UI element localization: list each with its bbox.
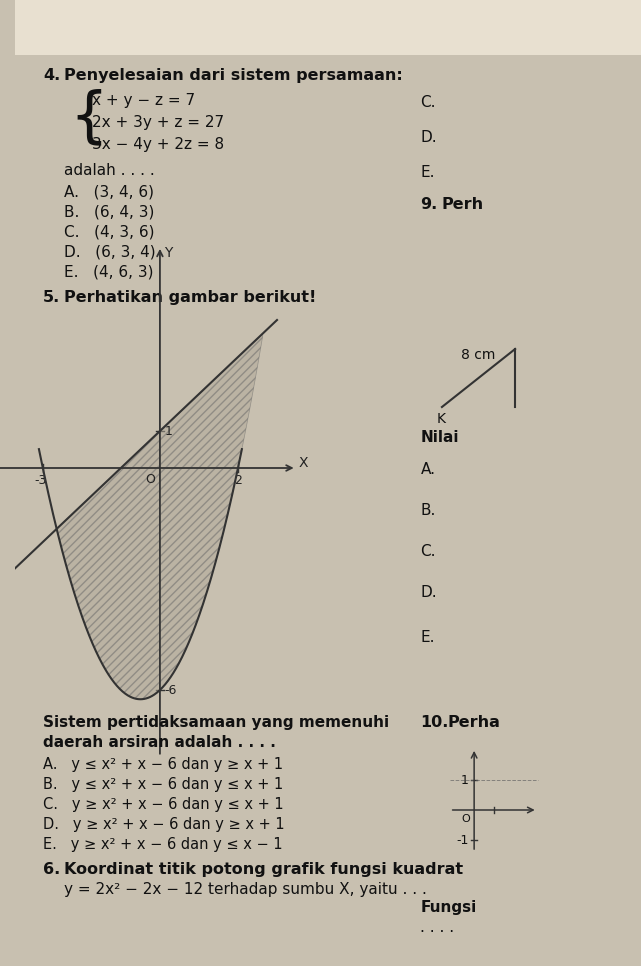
- Text: C.: C.: [420, 544, 436, 559]
- Text: adalah . . . .: adalah . . . .: [64, 163, 155, 178]
- Text: O: O: [145, 473, 155, 486]
- Text: 1: 1: [165, 424, 172, 438]
- Text: Sistem pertidaksamaan yang memenuhi: Sistem pertidaksamaan yang memenuhi: [43, 715, 389, 730]
- Text: C.: C.: [420, 95, 436, 110]
- Text: Perha: Perha: [448, 715, 501, 730]
- Text: C.   y ≥ x² + x − 6 dan y ≤ x + 1: C. y ≥ x² + x − 6 dan y ≤ x + 1: [43, 797, 283, 812]
- Text: 9.: 9.: [420, 197, 438, 212]
- Text: B.   (6, 4, 3): B. (6, 4, 3): [64, 204, 154, 219]
- Text: {: {: [69, 89, 108, 148]
- Text: E.: E.: [420, 165, 435, 180]
- Text: E.: E.: [420, 630, 435, 645]
- Text: 3x − 4y + 2z = 8: 3x − 4y + 2z = 8: [92, 137, 224, 152]
- Text: Koordinat titik potong grafik fungsi kuadrat: Koordinat titik potong grafik fungsi kua…: [64, 862, 463, 877]
- Text: O: O: [462, 814, 470, 824]
- Text: 8 cm: 8 cm: [462, 348, 496, 362]
- Text: y = 2x² − 2x − 12 terhadap sumbu X, yaitu . . .: y = 2x² − 2x − 12 terhadap sumbu X, yait…: [64, 882, 427, 897]
- Text: x + y − z = 7: x + y − z = 7: [92, 93, 195, 108]
- Text: daerah arsiran adalah . . . .: daerah arsiran adalah . . . .: [43, 735, 276, 750]
- Text: Perh: Perh: [442, 197, 484, 212]
- Text: Penyelesaian dari sistem persamaan:: Penyelesaian dari sistem persamaan:: [64, 68, 403, 83]
- Text: E.   y ≥ x² + x − 6 dan y ≤ x − 1: E. y ≥ x² + x − 6 dan y ≤ x − 1: [43, 837, 283, 852]
- Text: Nilai: Nilai: [420, 430, 459, 445]
- Text: 6.: 6.: [43, 862, 60, 877]
- Text: 5.: 5.: [43, 290, 60, 305]
- Text: A.: A.: [420, 462, 435, 477]
- Text: -6: -6: [165, 684, 177, 696]
- Text: C.   (4, 3, 6): C. (4, 3, 6): [64, 224, 154, 239]
- Text: Perhatikan gambar berikut!: Perhatikan gambar berikut!: [64, 290, 317, 305]
- Text: B.   y ≤ x² + x − 6 dan y ≤ x + 1: B. y ≤ x² + x − 6 dan y ≤ x + 1: [43, 777, 283, 792]
- Text: D.: D.: [420, 585, 437, 600]
- Text: 2x + 3y + z = 27: 2x + 3y + z = 27: [92, 115, 224, 130]
- Text: Y: Y: [164, 246, 172, 260]
- Text: . . . .: . . . .: [420, 920, 454, 935]
- Text: A.   (3, 4, 6): A. (3, 4, 6): [64, 184, 154, 199]
- Text: E.   (4, 6, 3): E. (4, 6, 3): [64, 264, 154, 279]
- Text: 2: 2: [234, 474, 242, 487]
- Bar: [15, 0, 641, 55]
- Text: 4.: 4.: [43, 68, 60, 83]
- Text: Fungsi: Fungsi: [420, 900, 477, 915]
- Text: X: X: [299, 456, 308, 470]
- Text: D.   y ≥ x² + x − 6 dan y ≥ x + 1: D. y ≥ x² + x − 6 dan y ≥ x + 1: [43, 817, 285, 832]
- Text: D.: D.: [420, 130, 437, 145]
- Text: 10.: 10.: [420, 715, 449, 730]
- Text: -1: -1: [456, 834, 469, 846]
- Text: -3: -3: [35, 474, 47, 487]
- Text: A.   y ≤ x² + x − 6 dan y ≥ x + 1: A. y ≤ x² + x − 6 dan y ≥ x + 1: [43, 757, 283, 772]
- Text: D.   (6, 3, 4): D. (6, 3, 4): [64, 244, 156, 259]
- Text: K: K: [437, 412, 446, 426]
- Text: B.: B.: [420, 503, 436, 518]
- Text: 1: 1: [460, 774, 469, 786]
